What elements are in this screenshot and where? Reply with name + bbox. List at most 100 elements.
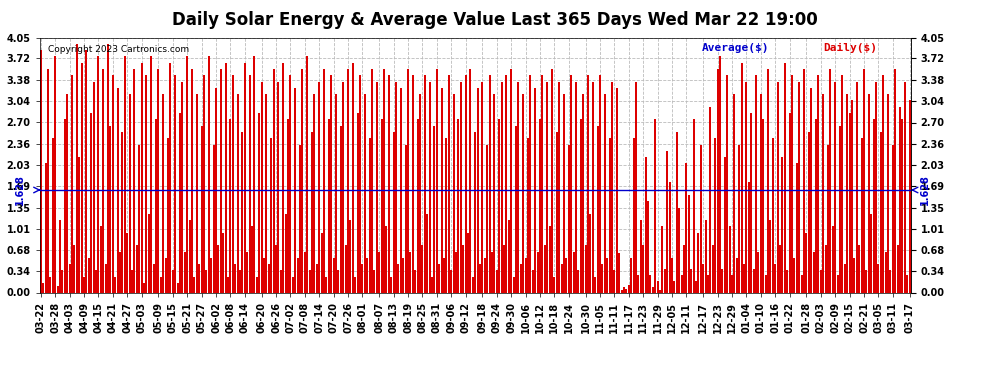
Bar (643, 245, 644, 292)
Bar (678, 207, 680, 292)
Bar (481, 82, 483, 292)
Bar (346, 69, 349, 292)
Bar (393, 132, 395, 292)
Bar (230, 119, 232, 292)
Bar (73, 245, 75, 292)
Bar (383, 69, 385, 292)
Bar (791, 75, 793, 292)
Bar (527, 138, 529, 292)
Bar (806, 232, 808, 292)
Bar (822, 94, 825, 292)
Bar (563, 94, 565, 292)
Bar (467, 232, 469, 292)
Bar (513, 277, 515, 292)
Bar (255, 277, 257, 292)
Bar (616, 88, 618, 292)
Bar (727, 75, 729, 292)
Bar (551, 69, 553, 292)
Bar (767, 69, 769, 292)
Bar (459, 82, 461, 292)
Bar (373, 270, 375, 292)
Bar (839, 126, 842, 292)
Bar (397, 264, 399, 292)
Bar (417, 119, 419, 292)
Bar (239, 270, 241, 292)
Bar (244, 63, 246, 292)
Bar (277, 82, 279, 292)
Bar (846, 94, 848, 292)
Bar (647, 201, 649, 292)
Bar (107, 44, 109, 292)
Bar (405, 144, 407, 292)
Bar (186, 56, 188, 292)
Bar (349, 220, 351, 292)
Bar (299, 144, 301, 292)
Bar (496, 270, 498, 292)
Bar (270, 138, 272, 292)
Bar (56, 286, 58, 292)
Bar (412, 75, 414, 292)
Bar (546, 82, 548, 292)
Bar (827, 144, 829, 292)
Bar (328, 119, 330, 292)
Bar (776, 82, 778, 292)
Bar (198, 264, 200, 292)
Bar (201, 126, 203, 292)
Bar (213, 144, 215, 292)
Bar (179, 113, 181, 292)
Bar (853, 258, 855, 292)
Bar (560, 264, 562, 292)
Bar (331, 75, 333, 292)
Bar (863, 69, 865, 292)
Bar (68, 264, 70, 292)
Bar (314, 94, 316, 292)
Bar (306, 56, 308, 292)
Bar (522, 94, 525, 292)
Bar (601, 264, 604, 292)
Bar (837, 275, 839, 292)
Bar (220, 69, 222, 292)
Bar (676, 132, 678, 292)
Bar (215, 88, 217, 292)
Bar (789, 113, 791, 292)
Bar (297, 258, 299, 292)
Bar (47, 69, 50, 292)
Bar (904, 82, 906, 292)
Bar (351, 63, 353, 292)
Bar (747, 182, 749, 292)
Bar (568, 144, 570, 292)
Bar (796, 164, 798, 292)
Bar (45, 164, 47, 292)
Bar (366, 258, 368, 292)
Bar (287, 119, 289, 292)
Bar (446, 138, 447, 292)
Bar (659, 290, 661, 292)
Bar (695, 281, 697, 292)
Bar (97, 56, 99, 292)
Bar (628, 285, 630, 292)
Bar (235, 264, 237, 292)
Bar (280, 270, 282, 292)
Bar (78, 157, 80, 292)
Text: Daily Solar Energy & Average Value Last 365 Days Wed Mar 22 19:00: Daily Solar Energy & Average Value Last … (172, 11, 818, 29)
Bar (345, 245, 346, 292)
Bar (604, 94, 606, 292)
Bar (835, 82, 837, 292)
Bar (901, 119, 904, 292)
Bar (537, 252, 539, 292)
Bar (724, 157, 726, 292)
Bar (159, 277, 161, 292)
Bar (734, 94, 736, 292)
Bar (786, 270, 788, 292)
Bar (909, 100, 911, 292)
Bar (592, 82, 594, 292)
Bar (755, 75, 757, 292)
Bar (887, 94, 889, 292)
Bar (899, 107, 901, 292)
Bar (631, 258, 633, 292)
Bar (139, 144, 141, 292)
Bar (532, 270, 534, 292)
Bar (83, 277, 85, 292)
Bar (741, 63, 742, 292)
Bar (742, 264, 745, 292)
